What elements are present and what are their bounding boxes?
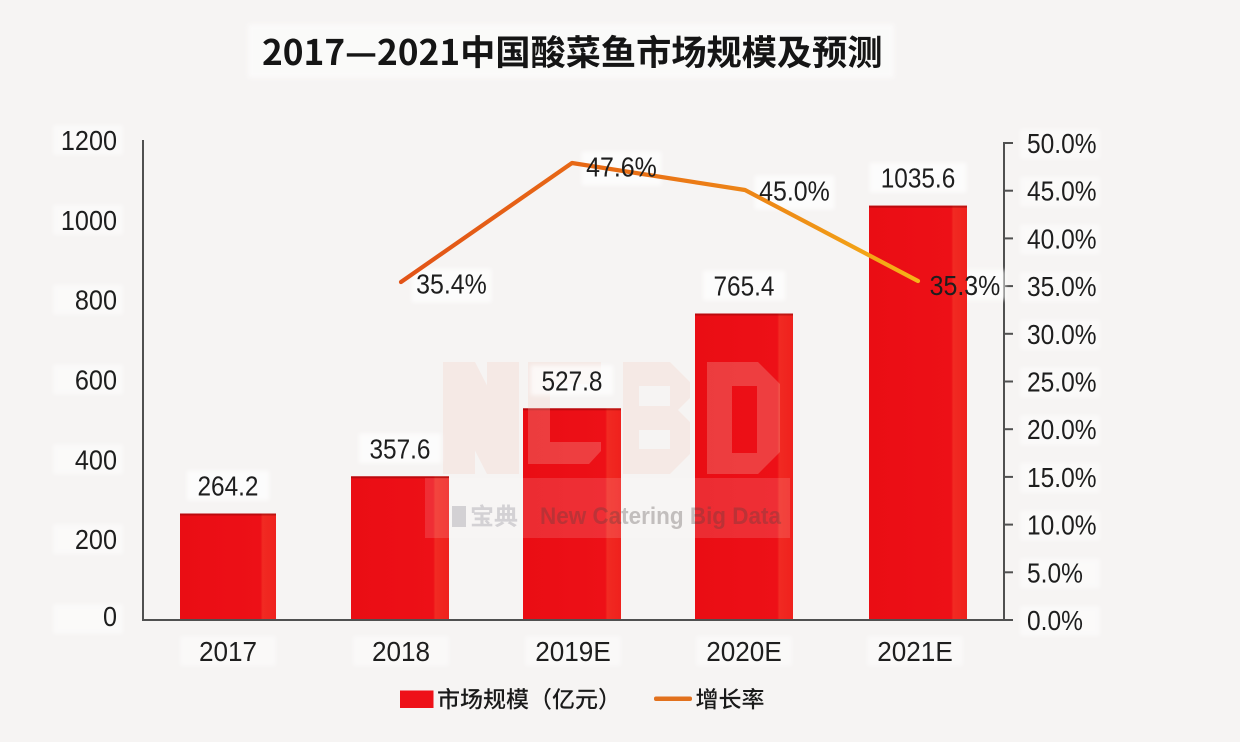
svg-text:25.0%: 25.0% [1027,367,1097,398]
svg-text:1000: 1000 [61,205,117,236]
svg-text:New Catering Big Data: New Catering Big Data [540,503,782,530]
svg-text:5.0%: 5.0% [1027,557,1083,588]
svg-text:20.0%: 20.0% [1027,414,1097,445]
svg-text:527.8: 527.8 [542,365,603,396]
svg-text:1035.6: 1035.6 [881,163,956,194]
svg-text:35.3%: 35.3% [930,270,1001,301]
svg-text:200: 200 [75,524,117,555]
svg-text:30.0%: 30.0% [1027,319,1097,350]
svg-text:2019E: 2019E [535,636,611,667]
svg-text:600: 600 [75,365,117,396]
svg-text:2021E: 2021E [877,636,953,667]
svg-text:2018: 2018 [372,636,430,667]
svg-text:35.0%: 35.0% [1027,271,1097,302]
svg-text:40.0%: 40.0% [1027,223,1097,254]
svg-text:45.0%: 45.0% [759,176,830,207]
svg-text:15.0%: 15.0% [1027,462,1097,493]
svg-text:45.0%: 45.0% [1027,176,1097,207]
svg-text:0.0%: 0.0% [1027,605,1083,636]
svg-text:2020E: 2020E [706,636,782,667]
svg-text:400: 400 [75,444,117,475]
svg-text:10.0%: 10.0% [1027,510,1097,541]
svg-text:2017: 2017 [199,636,257,667]
svg-text:357.6: 357.6 [370,433,431,464]
svg-text:765.4: 765.4 [714,270,775,301]
svg-text:800: 800 [75,285,117,316]
svg-text:47.6%: 47.6% [586,152,657,183]
svg-text:0: 0 [103,601,117,632]
svg-text:264.2: 264.2 [198,471,259,502]
svg-text:35.4%: 35.4% [416,269,487,300]
svg-text:1200: 1200 [61,125,117,156]
svg-text:50.0%: 50.0% [1027,128,1097,159]
